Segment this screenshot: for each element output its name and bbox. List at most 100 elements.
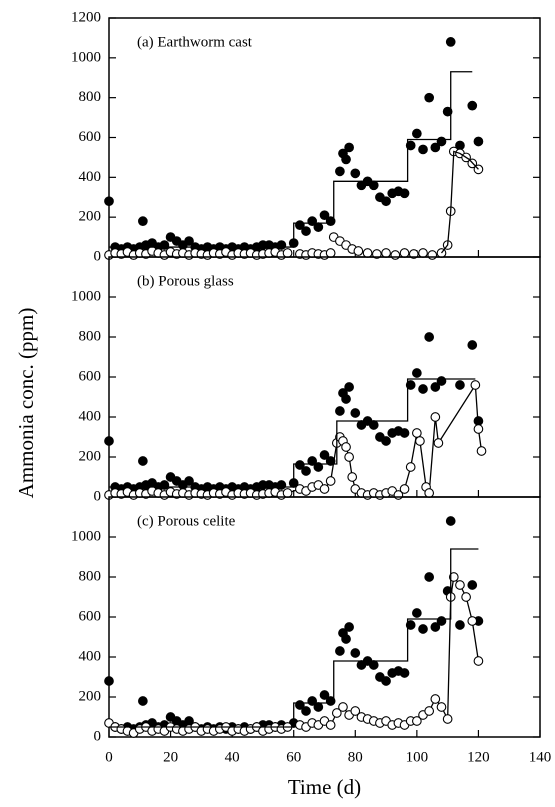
plot-frame xyxy=(108,496,541,738)
open-point xyxy=(448,572,459,582)
filled-point xyxy=(467,100,478,111)
y-tick-label: 800 xyxy=(79,568,102,584)
filled-point xyxy=(104,676,114,686)
x-tick-label: 20 xyxy=(163,749,178,765)
open-point xyxy=(331,708,342,718)
filled-point xyxy=(399,428,410,438)
open-point xyxy=(424,488,435,498)
filled-point xyxy=(430,142,441,153)
open-point xyxy=(442,714,453,724)
y-tick-label: 0 xyxy=(94,488,102,504)
x-axis-label: Time (d) xyxy=(288,775,361,799)
y-tick-label: 600 xyxy=(79,608,102,624)
filled-point xyxy=(295,460,305,470)
open-point xyxy=(381,248,391,258)
x-tick-label: 60 xyxy=(286,749,301,765)
y-tick-label: 600 xyxy=(79,368,102,384)
filled-point xyxy=(436,616,447,626)
open-point xyxy=(418,248,428,258)
open-point xyxy=(405,462,416,472)
filled-point xyxy=(319,450,330,460)
filled-point xyxy=(104,436,114,446)
open-point xyxy=(430,412,441,422)
plot-frame xyxy=(108,17,541,258)
open-point xyxy=(353,246,364,256)
filled-point xyxy=(445,37,456,47)
filled-point xyxy=(313,702,324,712)
open-point xyxy=(412,716,422,726)
filled-point xyxy=(350,168,361,179)
filled-point xyxy=(276,480,287,490)
filled-point xyxy=(307,456,318,466)
y-tick-label: 0 xyxy=(94,248,102,264)
filled-point xyxy=(399,668,410,678)
open-point xyxy=(282,248,293,258)
filled-point xyxy=(335,166,345,177)
y-tick-label: 0 xyxy=(94,728,102,744)
loading-line xyxy=(109,378,476,488)
y-tick-label: 800 xyxy=(79,89,102,105)
open-point xyxy=(436,702,447,712)
y-tick-label: 1000 xyxy=(71,528,101,544)
trend-line xyxy=(440,150,479,254)
filled-point xyxy=(445,516,456,526)
filled-point xyxy=(399,188,410,199)
filled-point xyxy=(104,196,114,207)
filled-point xyxy=(344,142,354,153)
loading-line xyxy=(109,548,479,728)
filled-point xyxy=(344,622,354,632)
filled-point xyxy=(381,676,391,686)
filled-point xyxy=(276,240,287,250)
filled-point xyxy=(159,240,170,250)
filled-point xyxy=(319,210,330,221)
y-tick-label: 1000 xyxy=(71,49,101,65)
open-point xyxy=(325,720,336,730)
x-tick-label: 100 xyxy=(406,749,429,765)
filled-point xyxy=(436,136,447,147)
filled-point xyxy=(467,580,478,590)
y-axis-label: Ammonia conc. (ppm) xyxy=(14,308,38,499)
x-tick-label: 40 xyxy=(225,749,240,765)
filled-point xyxy=(473,136,484,147)
filled-point xyxy=(405,140,416,151)
open-point xyxy=(399,484,410,494)
open-point xyxy=(362,248,373,258)
filled-point xyxy=(455,620,465,630)
filled-point xyxy=(335,406,345,416)
x-tick-label: 0 xyxy=(105,749,113,765)
filled-point xyxy=(424,92,435,103)
panel-label: (c) Porous celite xyxy=(137,513,236,529)
loading-line xyxy=(109,71,473,248)
open-point xyxy=(476,446,487,456)
filled-point xyxy=(442,106,453,117)
open-point xyxy=(390,250,401,260)
filled-point xyxy=(350,648,361,658)
filled-point xyxy=(184,476,194,486)
open-point xyxy=(455,580,465,590)
x-tick-label: 120 xyxy=(467,749,490,765)
filled-point xyxy=(467,340,478,350)
filled-point xyxy=(138,696,148,706)
x-tick-label: 80 xyxy=(348,749,363,765)
open-point xyxy=(338,702,348,712)
y-tick-label: 200 xyxy=(79,688,102,704)
filled-point xyxy=(412,608,422,618)
open-point xyxy=(415,436,425,446)
open-point xyxy=(341,442,351,452)
filled-point xyxy=(418,384,428,394)
filled-point xyxy=(344,382,354,392)
open-point xyxy=(399,248,410,258)
filled-point xyxy=(341,394,351,404)
open-point xyxy=(473,656,484,666)
panel-label: (b) Porous glass xyxy=(137,273,234,289)
filled-point xyxy=(418,144,428,155)
filled-point xyxy=(424,332,435,342)
filled-point xyxy=(313,222,324,232)
filled-point xyxy=(405,620,416,630)
filled-point xyxy=(319,690,330,700)
filled-point xyxy=(350,408,361,418)
open-point xyxy=(424,706,435,716)
filled-point xyxy=(335,646,345,656)
filled-point xyxy=(412,368,422,378)
